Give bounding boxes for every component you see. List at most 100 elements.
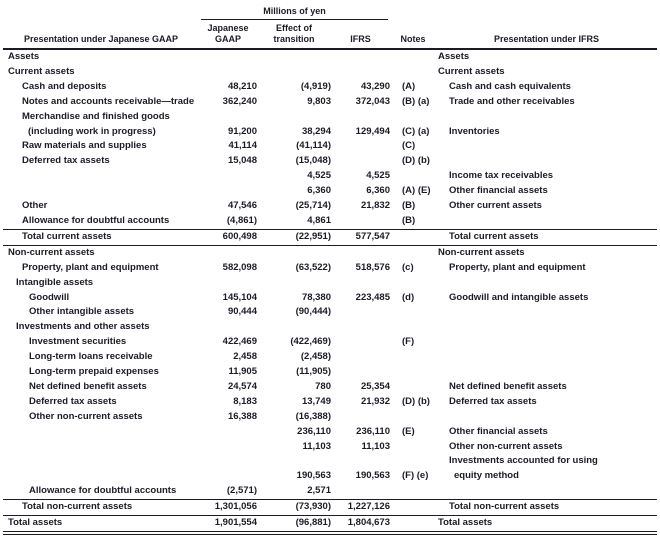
cell-jgaap-label: Notes and accounts receivable—trade xyxy=(22,95,195,107)
unit-label: Millions of yen xyxy=(201,6,388,20)
table-row: Merchandise and finished goods (including… xyxy=(3,110,657,140)
cell-effect-of-transition-value xyxy=(257,49,331,65)
cell-ifrs-value xyxy=(331,335,390,350)
cell-ifrs-label xyxy=(436,365,657,380)
cell-jgaap-label: Other non-current assets xyxy=(29,410,143,422)
cell-ifrs-label: Total assets xyxy=(436,515,657,536)
table-body: Assets Assets Current assets Current assets… xyxy=(3,49,657,536)
cell-japanese-gaap-value: 600,498 xyxy=(199,228,257,246)
cell-jgaap-label: Investments and other assets xyxy=(16,321,150,333)
cell-japanese-gaap-value: (4,861) xyxy=(226,214,257,226)
cell-notes xyxy=(390,350,436,365)
cell-ifrs-value: 21,932 xyxy=(360,395,390,407)
cell-japanese-gaap-value: 1,901,554 xyxy=(199,515,257,536)
cell-notes: (A) (E) xyxy=(402,185,431,197)
cell-jgaap-label xyxy=(3,425,199,440)
cell-ifrs-label xyxy=(436,335,657,350)
cell-ifrs-value xyxy=(331,49,390,65)
cell-ifrs-value xyxy=(331,154,390,169)
cell-jgaap-label xyxy=(3,440,199,455)
cell-notes xyxy=(390,245,436,260)
cell-effect-of-transition-value: 2,571 xyxy=(307,485,331,497)
cell-notes xyxy=(390,484,436,499)
table-row: Total current assets 600,498 (22,951) 577,5… xyxy=(3,228,657,246)
cell-effect-of-transition-value: (422,469) xyxy=(290,336,331,348)
cell-ifrs-value: 129,494 xyxy=(355,125,390,137)
spacer-cell xyxy=(436,3,657,20)
cell-notes: (C) (a) xyxy=(402,125,430,137)
spacer-cell xyxy=(390,3,436,20)
cell-ifrs-value: 1,227,126 xyxy=(331,499,390,517)
cell-jgaap-label: Other intangible assets xyxy=(29,306,135,318)
cell-ifrs-value xyxy=(331,139,390,154)
cell-ifrs-value xyxy=(331,484,390,499)
cell-jgaap-label: Investment securities xyxy=(29,336,127,348)
col-header-presentation-ifrs: Presentation under IFRS xyxy=(436,20,657,50)
table-row: Notes and accounts receivable—trade 362,2… xyxy=(3,95,657,110)
cell-japanese-gaap-value xyxy=(199,276,257,291)
cell-ifrs-value: 4,525 xyxy=(366,170,390,182)
cell-ifrs-value xyxy=(331,65,390,80)
table-row: Other 47,546 (25,714) 21,832 (B) Other curren… xyxy=(3,199,657,214)
cell-japanese-gaap-value: 41,114 xyxy=(228,140,257,152)
cell-effect-of-transition-value: 78,380 xyxy=(301,291,331,303)
table-row: Raw materials and supplies 41,114 (41,114)… xyxy=(3,139,657,154)
cell-ifrs-label: Total current assets xyxy=(436,228,657,246)
cell-effect-of-transition-value xyxy=(257,65,331,80)
cell-ifrs-value: 518,576 xyxy=(355,261,390,273)
cell-ifrs-label: Other non-current assets xyxy=(449,440,563,452)
cell-ifrs-label: Trade and other receivables xyxy=(449,95,575,107)
spacer-cell xyxy=(3,3,199,20)
cell-effect-of-transition-value xyxy=(257,245,331,260)
cell-japanese-gaap-value: 16,388 xyxy=(227,410,257,422)
table-row: Deferred tax assets 8,183 13,749 21,932 (D) … xyxy=(3,395,657,410)
cell-jgaap-label: Total non-current assets xyxy=(3,499,199,517)
cell-ifrs-label: Goodwill and intangible assets xyxy=(449,291,589,303)
cell-japanese-gaap-value xyxy=(199,245,257,260)
cell-japanese-gaap-value xyxy=(199,65,257,80)
cell-jgaap-label: Long-term loans receivable xyxy=(29,351,153,363)
table-row: Goodwill 145,104 78,380 223,485 (d) Goodwill … xyxy=(3,291,657,306)
cell-ifrs-value: 236,110 xyxy=(356,425,390,437)
cell-effect-of-transition-value: 780 xyxy=(315,380,331,392)
table-row: Total non-current assets 1,301,056 (73,930… xyxy=(3,499,657,517)
cell-effect-of-transition-value: (25,714) xyxy=(295,200,331,212)
cell-effect-of-transition-value: (16,388) xyxy=(295,410,331,422)
cell-jgaap-label: Non-current assets xyxy=(8,246,95,258)
cell-ifrs-label: Other current assets xyxy=(449,200,542,212)
cell-ifrs-label xyxy=(436,305,657,320)
cell-ifrs-label xyxy=(436,484,657,499)
cell-ifrs-value: 577,547 xyxy=(331,228,390,246)
cell-japanese-gaap-value xyxy=(199,440,257,455)
cell-jgaap-label: Net defined benefit assets xyxy=(29,380,147,392)
cell-notes xyxy=(390,305,436,320)
cell-notes: (D) (b) xyxy=(402,155,430,167)
table-row: Other intangible assets 90,444 (90,444) xyxy=(3,305,657,320)
cell-japanese-gaap-value: 362,240 xyxy=(222,95,257,107)
cell-japanese-gaap-value: 1,301,056 xyxy=(199,499,257,517)
cell-ifrs-label: Cash and cash equivalents xyxy=(449,80,571,92)
cell-japanese-gaap-value: 24,574 xyxy=(227,380,257,392)
cell-ifrs-label: Investments accounted for using equity me… xyxy=(449,455,598,482)
col-header-japanese-gaap: Japanese GAAP xyxy=(199,20,257,50)
cell-jgaap-label: Total current assets xyxy=(3,228,199,246)
cell-japanese-gaap-value: 2,458 xyxy=(233,351,257,363)
cell-notes xyxy=(390,499,436,517)
table-row: 11,103 11,103 Other non-current assets xyxy=(3,440,657,455)
cell-effect-of-transition-value xyxy=(257,276,331,291)
cell-ifrs-value: 190,563 xyxy=(355,470,390,482)
cell-notes: (A) xyxy=(402,80,416,92)
cell-jgaap-label: Deferred tax assets xyxy=(22,155,110,167)
cell-effect-of-transition-value: (63,522) xyxy=(295,261,331,273)
cell-effect-of-transition-value xyxy=(257,320,331,335)
cell-ifrs-value xyxy=(331,276,390,291)
col-header-notes: Notes xyxy=(390,20,436,50)
cell-ifrs-label xyxy=(436,350,657,365)
cell-effect-of-transition-value: 6,360 xyxy=(307,185,331,197)
cell-ifrs-label: Non-current assets xyxy=(438,246,525,258)
table-row: Investments and other assets xyxy=(3,320,657,335)
table-row: Assets Assets xyxy=(3,49,657,65)
cell-ifrs-label xyxy=(436,276,657,291)
cell-effect-of-transition-value: (4,919) xyxy=(300,80,331,92)
col-header-effect-of-transition: Effect of transition xyxy=(257,20,331,50)
